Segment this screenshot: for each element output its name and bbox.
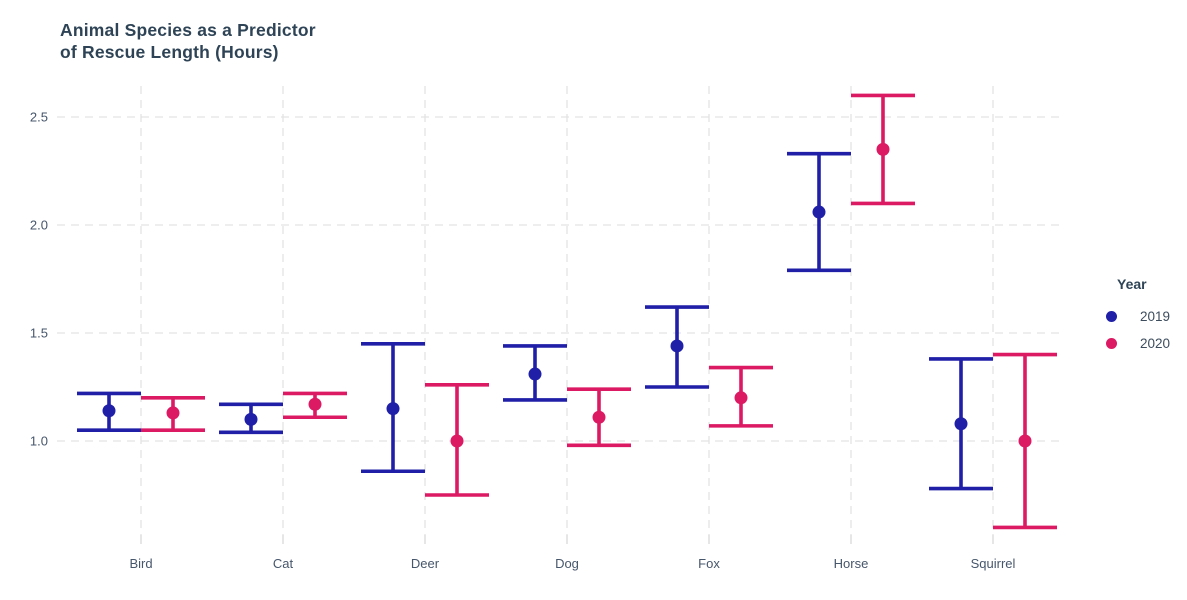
y-tick-label: 2.5 xyxy=(30,110,48,125)
point-2019-fox xyxy=(670,339,684,353)
legend-item-2019: 2019 xyxy=(1090,309,1185,324)
point-2020-bird xyxy=(166,406,180,420)
point-2020-squirrel xyxy=(1018,434,1032,448)
legend-label-2019: 2019 xyxy=(1140,309,1171,324)
x-tick-label: Cat xyxy=(273,556,294,571)
legend-item-2020: 2020 xyxy=(1090,336,1185,351)
point-2019-bird xyxy=(102,404,116,418)
x-tick-label: Deer xyxy=(411,556,440,571)
point-2020-dog xyxy=(592,410,606,424)
point-2020-fox xyxy=(734,391,748,405)
legend: Year 2019 2020 xyxy=(1090,276,1185,363)
point-2019-deer xyxy=(386,402,400,416)
point-2019-squirrel xyxy=(954,417,968,431)
x-tick-label: Squirrel xyxy=(971,556,1016,571)
y-tick-label: 1.5 xyxy=(30,326,48,341)
chart-title-line-1: Animal Species as a Predictor xyxy=(60,20,316,40)
point-2020-cat xyxy=(308,397,322,411)
legend-title: Year xyxy=(1117,276,1147,292)
point-2020-deer xyxy=(450,434,464,448)
legend-label-2020: 2020 xyxy=(1140,336,1171,351)
chart-title-line-2: of Rescue Length (Hours) xyxy=(60,42,279,62)
point-2019-dog xyxy=(528,367,542,381)
legend-marker-2019-icon xyxy=(1106,311,1117,322)
legend-marker-2020-icon xyxy=(1106,338,1117,349)
x-tick-label: Horse xyxy=(834,556,869,571)
chart-title: Animal Species as a Predictor of Rescue … xyxy=(60,19,316,63)
point-2019-horse xyxy=(812,205,826,219)
x-tick-label: Dog xyxy=(555,556,579,571)
y-tick-label: 2.0 xyxy=(30,218,48,233)
x-tick-label: Bird xyxy=(129,556,152,571)
point-2020-horse xyxy=(876,142,890,156)
x-tick-label: Fox xyxy=(698,556,720,571)
point-2019-cat xyxy=(244,412,258,426)
y-tick-label: 1.0 xyxy=(30,434,48,449)
